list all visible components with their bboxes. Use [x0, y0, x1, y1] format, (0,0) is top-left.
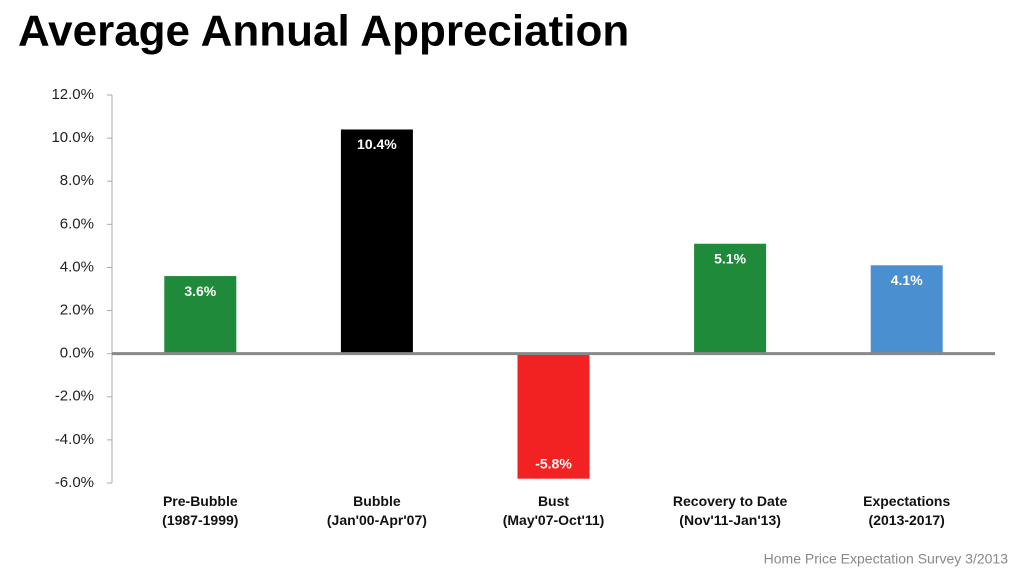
- x-tick-label: Recovery to Date (Nov'11-Jan'13): [673, 493, 788, 528]
- x-tick-line: Expectations: [863, 493, 950, 509]
- bar: [870, 265, 943, 354]
- x-tick-line: Pre-Bubble: [163, 493, 238, 509]
- y-tick-label: -2.0%: [55, 388, 94, 405]
- y-tick-label: 4.0%: [60, 258, 94, 275]
- x-tick-line: (1987-1999): [162, 512, 238, 528]
- bar: [517, 353, 590, 479]
- value-label: 10.4%: [357, 136, 397, 152]
- value-label: 3.6%: [184, 283, 216, 299]
- value-label: 5.1%: [714, 250, 746, 266]
- x-tick-line: (2013-2017): [869, 512, 945, 528]
- x-tick-label: Bubble (Jan'00-Apr'07): [327, 493, 427, 528]
- y-tick-label: 8.0%: [60, 172, 94, 189]
- y-tick-label: 0.0%: [60, 345, 94, 362]
- x-tick-line: (May'07-Oct'11): [503, 512, 605, 528]
- y-tick-label: 12.0%: [51, 86, 94, 103]
- y-tick-label: -6.0%: [55, 474, 94, 491]
- chart-title: Average Annual Appreciation: [18, 7, 629, 56]
- x-tick-line: Recovery to Date: [673, 493, 788, 509]
- x-tick-label: Expectations (2013-2017): [863, 493, 950, 528]
- bar: [694, 243, 767, 354]
- y-tick-label: 2.0%: [60, 302, 94, 319]
- x-tick-line: (Jan'00-Apr'07): [327, 512, 427, 528]
- y-tick-label: 6.0%: [60, 215, 94, 232]
- value-label: 4.1%: [891, 272, 923, 288]
- x-tick-label: Pre-Bubble (1987-1999): [162, 493, 238, 528]
- x-tick-line: Bubble: [353, 493, 401, 509]
- value-label: -5.8%: [535, 455, 572, 471]
- x-tick-line: Bust: [538, 493, 569, 509]
- x-tick-line: (Nov'11-Jan'13): [679, 512, 781, 528]
- bar: [164, 276, 237, 354]
- y-tick-label: -4.0%: [55, 431, 94, 448]
- x-tick-label: Bust (May'07-Oct'11): [503, 493, 605, 528]
- y-tick-label: 10.0%: [51, 129, 94, 146]
- bar: [340, 129, 413, 354]
- source-note: Home Price Expectation Survey 3/2013: [764, 551, 1009, 567]
